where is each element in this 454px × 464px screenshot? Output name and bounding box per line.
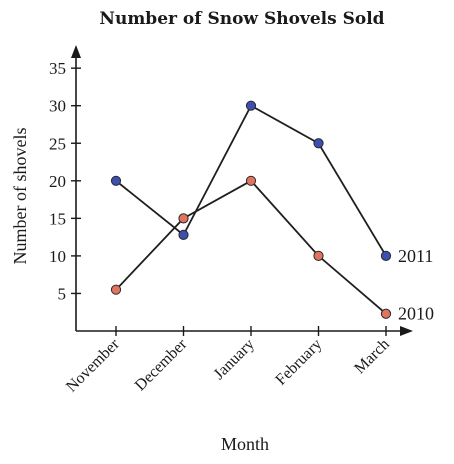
y-tick-label: 15 bbox=[49, 209, 66, 228]
data-point-2011 bbox=[380, 250, 392, 261]
y-axis-ticks: 5 10 15 20 25 30 35 bbox=[49, 59, 81, 303]
x-tick-label: March bbox=[351, 336, 393, 378]
series-label-2010: 2010 bbox=[398, 304, 434, 324]
y-tick-label: 5 bbox=[58, 284, 67, 303]
series-layer: 2011 2010 bbox=[110, 100, 434, 324]
y-axis-arrow bbox=[71, 45, 81, 58]
axes bbox=[71, 45, 413, 336]
data-point-2010 bbox=[110, 284, 122, 295]
data-point-2011 bbox=[110, 175, 122, 186]
data-point-2010 bbox=[178, 213, 189, 224]
data-point-2010 bbox=[380, 308, 392, 319]
y-tick-label: 20 bbox=[49, 172, 66, 191]
data-point-2011 bbox=[313, 138, 324, 149]
y-axis-label: Number of shovels bbox=[10, 128, 30, 265]
y-tick-label: 25 bbox=[49, 134, 66, 153]
data-point-2010 bbox=[313, 250, 324, 261]
x-tick-label: January bbox=[211, 336, 258, 383]
x-axis-ticks: November December January February March bbox=[63, 326, 393, 396]
x-axis-arrow bbox=[400, 326, 413, 336]
series-line-2010 bbox=[115, 179, 387, 315]
x-tick-label: February bbox=[272, 336, 325, 389]
x-tick-label: November bbox=[63, 335, 123, 395]
chart-title: Number of Snow Shovels Sold bbox=[99, 9, 384, 29]
series-label-2011: 2011 bbox=[398, 246, 433, 266]
x-axis-label: Month bbox=[221, 434, 269, 454]
data-point-2011 bbox=[245, 100, 257, 111]
y-tick-label: 35 bbox=[49, 59, 66, 78]
y-tick-label: 30 bbox=[49, 97, 66, 116]
data-point-2011 bbox=[178, 229, 189, 240]
data-point-2010 bbox=[245, 175, 257, 186]
y-tick-label: 10 bbox=[49, 247, 66, 266]
x-tick-label: December bbox=[132, 335, 191, 394]
